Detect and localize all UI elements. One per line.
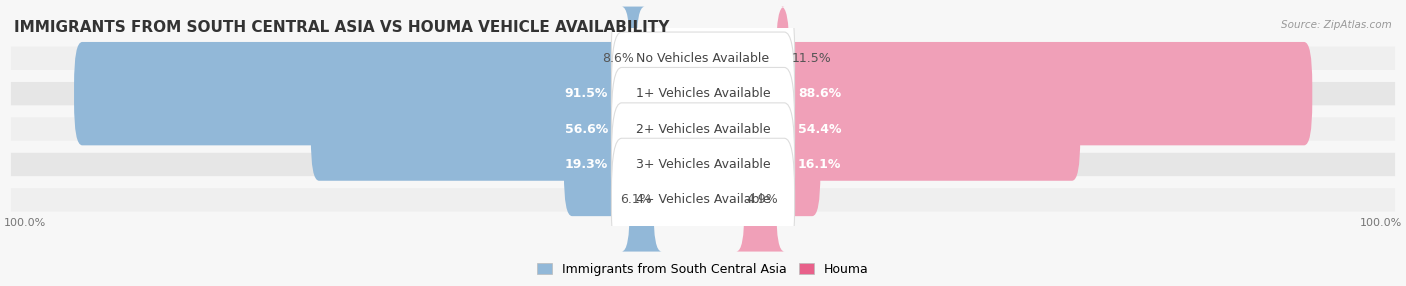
Text: 54.4%: 54.4% xyxy=(799,123,841,136)
Text: 11.5%: 11.5% xyxy=(792,52,831,65)
FancyBboxPatch shape xyxy=(75,42,630,145)
Text: 100.0%: 100.0% xyxy=(4,218,46,228)
FancyBboxPatch shape xyxy=(612,67,794,191)
FancyBboxPatch shape xyxy=(11,117,1395,141)
FancyBboxPatch shape xyxy=(11,82,1395,105)
Text: 4.9%: 4.9% xyxy=(747,193,778,206)
Text: 1+ Vehicles Available: 1+ Vehicles Available xyxy=(636,87,770,100)
FancyBboxPatch shape xyxy=(612,138,794,261)
Text: 4+ Vehicles Available: 4+ Vehicles Available xyxy=(636,193,770,206)
FancyBboxPatch shape xyxy=(11,47,1395,70)
Text: No Vehicles Available: No Vehicles Available xyxy=(637,52,769,65)
FancyBboxPatch shape xyxy=(776,7,789,110)
FancyBboxPatch shape xyxy=(621,148,662,252)
Text: Source: ZipAtlas.com: Source: ZipAtlas.com xyxy=(1281,20,1392,30)
FancyBboxPatch shape xyxy=(612,103,794,226)
Text: 3+ Vehicles Available: 3+ Vehicles Available xyxy=(636,158,770,171)
Text: 19.3%: 19.3% xyxy=(565,158,607,171)
Text: 16.1%: 16.1% xyxy=(799,158,841,171)
FancyBboxPatch shape xyxy=(564,113,630,216)
FancyBboxPatch shape xyxy=(11,188,1395,212)
FancyBboxPatch shape xyxy=(776,113,820,216)
FancyBboxPatch shape xyxy=(11,153,1395,176)
Text: 8.6%: 8.6% xyxy=(603,52,634,65)
Text: 88.6%: 88.6% xyxy=(799,87,841,100)
FancyBboxPatch shape xyxy=(612,32,794,155)
FancyBboxPatch shape xyxy=(737,148,785,252)
FancyBboxPatch shape xyxy=(311,78,630,181)
Legend: Immigrants from South Central Asia, Houma: Immigrants from South Central Asia, Houm… xyxy=(537,263,869,276)
FancyBboxPatch shape xyxy=(776,42,1312,145)
Text: 2+ Vehicles Available: 2+ Vehicles Available xyxy=(636,123,770,136)
FancyBboxPatch shape xyxy=(621,7,644,110)
Text: IMMIGRANTS FROM SOUTH CENTRAL ASIA VS HOUMA VEHICLE AVAILABILITY: IMMIGRANTS FROM SOUTH CENTRAL ASIA VS HO… xyxy=(14,20,669,35)
FancyBboxPatch shape xyxy=(776,78,1080,181)
Text: 56.6%: 56.6% xyxy=(565,123,607,136)
FancyBboxPatch shape xyxy=(612,0,794,120)
Text: 6.1%: 6.1% xyxy=(620,193,651,206)
Text: 100.0%: 100.0% xyxy=(1360,218,1402,228)
Text: 91.5%: 91.5% xyxy=(565,87,607,100)
